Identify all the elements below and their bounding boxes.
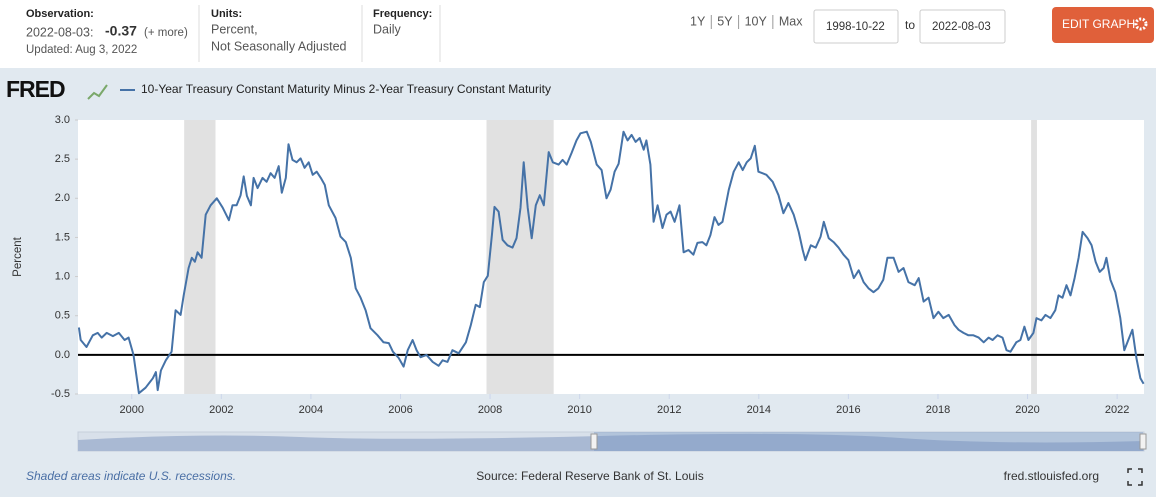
navigator-selection[interactable]: [594, 432, 1143, 451]
edit-graph-label: EDIT GRAPH: [1062, 17, 1135, 31]
x-tick-label: 2010: [567, 404, 591, 416]
y-tick-label: 3.0: [55, 114, 70, 126]
edit-graph-button[interactable]: [1052, 7, 1154, 43]
source: Source: Federal Reserve Bank of St. Loui…: [476, 469, 703, 483]
navigator-handle[interactable]: [1139, 433, 1147, 450]
observation-value: -0.37: [105, 23, 137, 39]
recession-note: Shaded areas indicate U.S. recessions.: [26, 469, 236, 483]
start-date: 1998-10-22: [826, 21, 885, 33]
observation-more[interactable]: (+ more): [144, 27, 188, 39]
range-button[interactable]: 5Y: [717, 14, 733, 28]
series-line: [77, 130, 1145, 395]
x-tick-label: 2006: [388, 404, 412, 416]
y-tick-label: 1.5: [55, 231, 70, 243]
x-tick-label: 2012: [657, 404, 681, 416]
site-link[interactable]: fred.stlouisfed.org: [1004, 469, 1099, 483]
x-tick-label: 2002: [209, 404, 233, 416]
recession-band: [486, 120, 554, 394]
units: Not Seasonally Adjusted: [211, 39, 347, 53]
y-tick-label: -0.5: [51, 388, 70, 400]
y-tick-label: 2.0: [55, 192, 70, 204]
y-tick-label: 1.0: [55, 270, 70, 282]
plot: 3.0 2.5 2.0 1.5 1.0 0.5 0.0 -0.5 2000 2002 2004 200…: [51, 114, 1145, 416]
x-tick-label: 2014: [747, 404, 771, 416]
observation-label: Observation:: [26, 8, 94, 20]
x-tick-label: 2004: [299, 404, 323, 416]
range-button[interactable]: Max: [779, 14, 803, 28]
navigator-handle[interactable]: [590, 433, 598, 450]
frequency: Daily: [373, 22, 402, 36]
x-tick-label: 2008: [478, 404, 502, 416]
range-button[interactable]: 10Y: [745, 14, 768, 28]
navigator-area: [78, 433, 1144, 451]
x-tick-label: 2020: [1015, 404, 1039, 416]
date-input[interactable]: [813, 9, 899, 44]
x-tick-label: 2018: [926, 404, 950, 416]
range-buttons: 1Y 5Y 10Y Max: [690, 14, 803, 29]
to-label: to: [905, 18, 915, 32]
x-tick-label: 2022: [1105, 404, 1129, 416]
y-tick-label: 2.5: [55, 153, 70, 165]
x-tick-label: 2000: [120, 404, 144, 416]
units-label: Units:: [211, 8, 242, 20]
range-button[interactable]: 1Y: [690, 14, 706, 28]
plot-area: [78, 120, 1144, 394]
fred-logo: FRED: [6, 76, 65, 102]
date-input[interactable]: [919, 9, 1006, 44]
end-date: 2022-08-03: [932, 21, 991, 33]
y-tick-label: 0.5: [55, 310, 70, 322]
gear-icon: [1134, 17, 1148, 31]
fullscreen-icon[interactable]: [1127, 468, 1143, 486]
y-axis-title: Percent: [12, 236, 24, 276]
units: Percent,: [211, 22, 258, 36]
logo-icon: [87, 84, 108, 100]
legend-label: 10-Year Treasury Constant Maturity Minus…: [141, 82, 551, 96]
updated: Updated: Aug 3, 2022: [26, 44, 137, 56]
y-tick-label: 0.0: [55, 349, 70, 361]
frequency-label: Frequency:: [373, 8, 432, 20]
x-tick-label: 2016: [836, 404, 860, 416]
observation-date: 2022-08-03:: [26, 25, 93, 39]
recession-band: [1031, 120, 1037, 394]
